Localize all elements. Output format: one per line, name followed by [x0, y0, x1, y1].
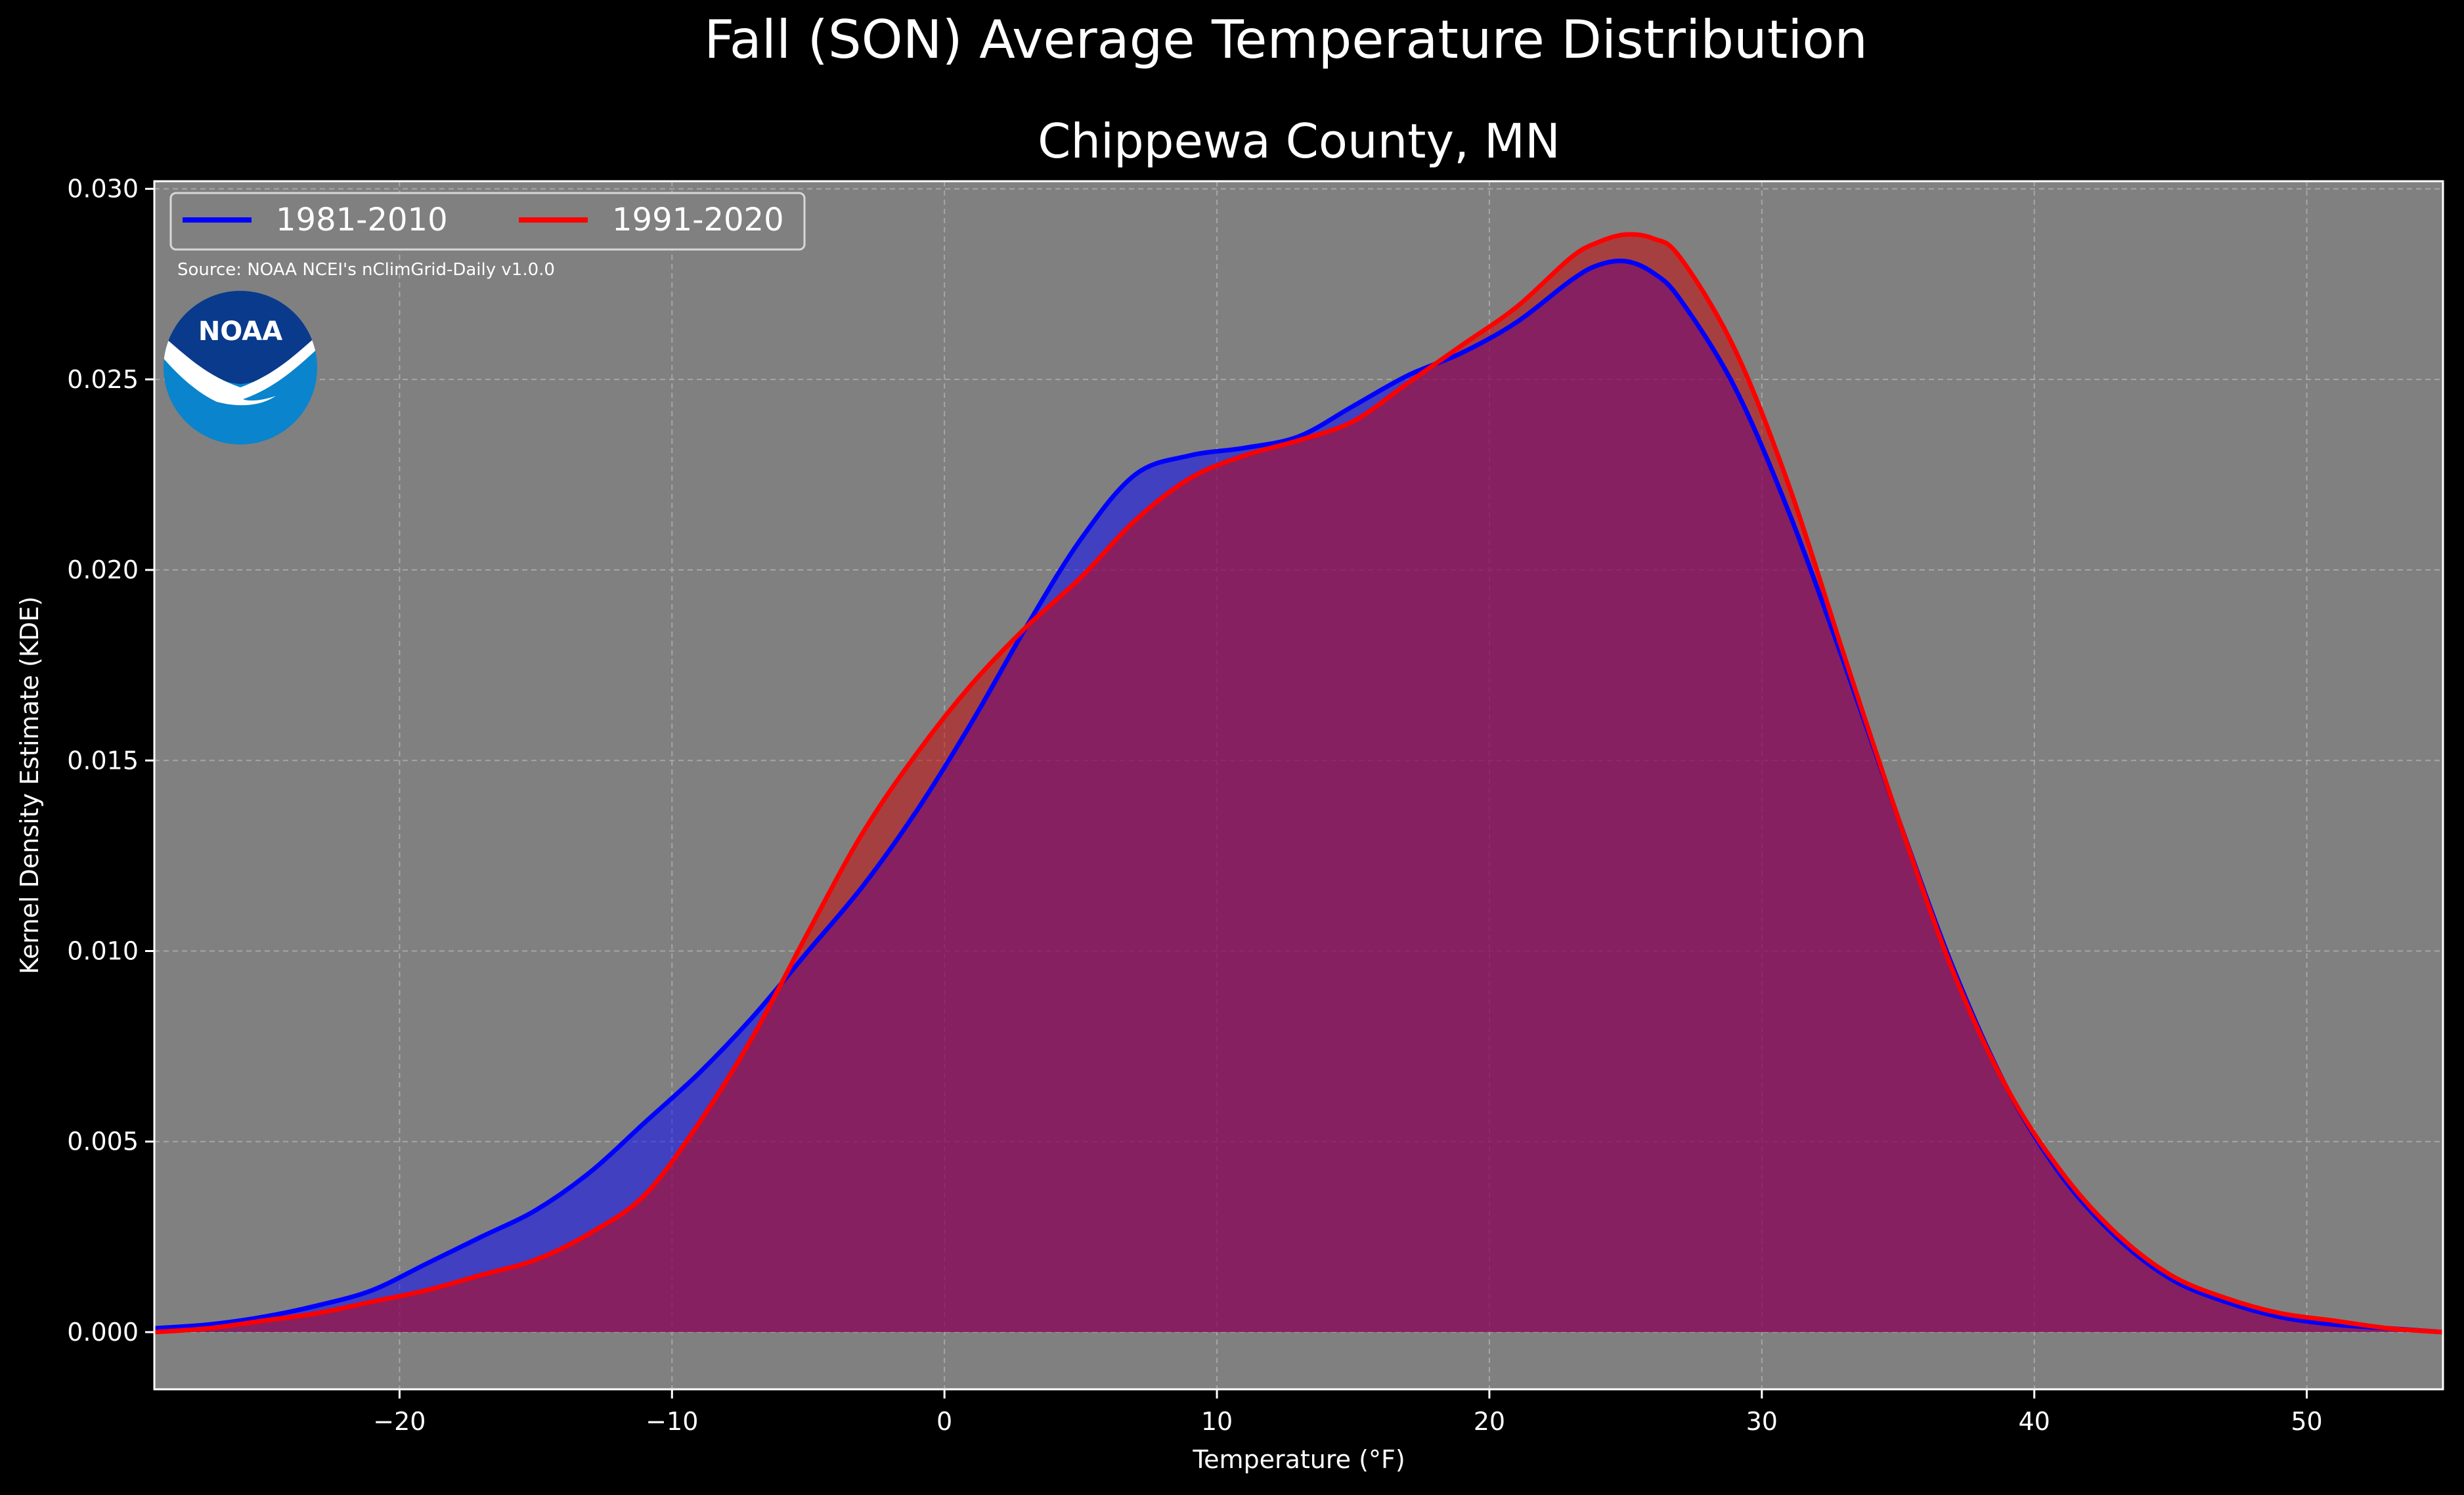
- y-tick-label: 0.015: [67, 746, 139, 775]
- axis-ticks: −20 −10 0 10 20 30 40 50 0.000 0.005 0.010 0.015 0.0…: [67, 175, 2323, 1436]
- chart-title: Fall (SON) Average Temperature Distribut…: [704, 9, 1868, 70]
- x-tick-label: 30: [1746, 1407, 1778, 1436]
- x-tick-label: 50: [2291, 1407, 2322, 1436]
- source-note: Source: NOAA NCEI's nClimGrid-Daily v1.0…: [177, 260, 555, 280]
- x-tick-label: −20: [373, 1407, 426, 1436]
- logo-seagull-shape: [164, 332, 317, 406]
- legend-box: [169, 192, 806, 251]
- logo-upper-disc: [164, 291, 317, 384]
- legend-label-1991-2020: 1991-2020: [612, 202, 784, 238]
- y-tick-label: 0.030: [67, 175, 139, 204]
- y-axis-label: Kernel Density Estimate (KDE): [15, 596, 44, 974]
- area-fill-1991-2020: [154, 234, 2443, 1332]
- plot-frame: [153, 180, 2444, 1391]
- noaa-logo-icon: NOAA: [164, 291, 317, 444]
- x-tick-label: −10: [646, 1407, 698, 1436]
- y-tick-label: 0.000: [67, 1318, 139, 1347]
- x-tick-label: 20: [1474, 1407, 1505, 1436]
- chart-subtitle: Chippewa County, MN: [1038, 114, 1560, 169]
- y-tick-label: 0.010: [67, 936, 139, 965]
- x-axis-label: Temperature (°F): [1192, 1445, 1405, 1474]
- x-tick-label: 40: [2018, 1407, 2050, 1436]
- y-tick-label: 0.005: [67, 1127, 139, 1156]
- y-tick-label: 0.020: [67, 555, 139, 584]
- x-tick-label: 10: [1201, 1407, 1233, 1436]
- logo-text: NOAA: [198, 316, 282, 347]
- y-tick-label: 0.025: [67, 365, 139, 394]
- legend-label-1981-2010: 1981-2010: [276, 202, 448, 238]
- series-line-1991-2020: [154, 232, 2443, 1335]
- x-tick-label: 0: [936, 1407, 952, 1436]
- legend: 1981-2010 1991-2020: [169, 192, 806, 251]
- series-layer: [154, 232, 2443, 1335]
